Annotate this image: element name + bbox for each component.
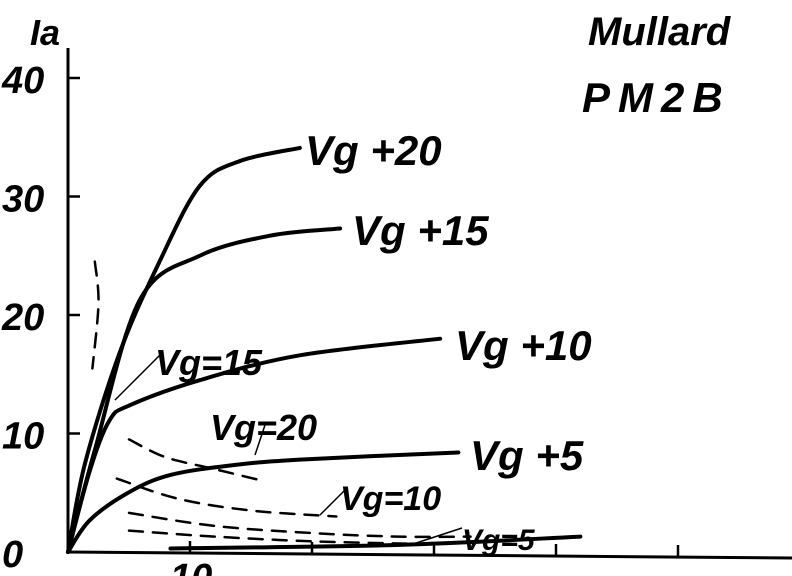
series-line-9 [127,529,411,545]
series-line-6 [91,260,100,370]
y-tick-label: 0 [2,534,23,576]
leader-vg-5 [409,527,463,546]
y-tick-label: 40 [1,60,44,102]
annotation-vg-eq-5: Vg=5 [462,524,536,557]
y-tick-label: 20 [1,297,44,339]
annotation-vg-plus-5: Vg +5 [470,432,584,479]
leader-vg-20 [254,424,266,456]
x-tick-label: 10 [170,557,212,576]
axes: 0 10 20 30 40 10 [1,48,792,576]
y-tick-label: 30 [2,179,44,221]
series-line-7 [115,477,338,518]
leader-vg-15 [114,354,161,401]
series-line-5 [127,438,265,483]
series-line-8 [127,511,472,539]
annotation-vg-plus-15: Vg +15 [352,207,489,254]
curves [66,145,583,554]
leader-vg-10 [319,489,346,516]
annotation-vg-plus-20: Vg +20 [305,127,442,174]
annotation-vg-eq-15: Vg=15 [155,342,263,383]
x-axis-line [67,550,792,560]
series-line-4 [168,534,583,551]
series-line-0 [66,145,302,554]
annotation-vg-eq-10: Vg=10 [340,480,441,518]
chart-title: Mullard [588,10,732,54]
y-axis-label: Ia [30,12,60,53]
series-line-3 [66,450,461,554]
annotation-vg-plus-10: Vg +10 [455,322,592,369]
series-line-2 [66,336,443,554]
y-tick-label: 10 [2,416,44,458]
chart-subtitle: PM2B [582,74,731,121]
